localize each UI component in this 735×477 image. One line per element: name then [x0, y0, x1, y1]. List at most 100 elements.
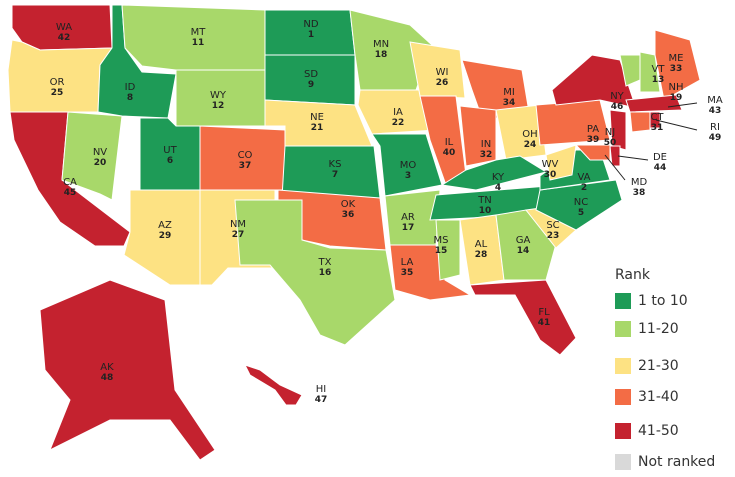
state-shape [435, 219, 461, 281]
legend-label: Not ranked [638, 454, 715, 470]
legend-label: 21-30 [638, 358, 679, 374]
state-rank: 29 [159, 231, 172, 241]
state-rank: 50 [604, 138, 617, 148]
legend-swatch [615, 321, 631, 337]
state-shape [609, 145, 621, 167]
state-rank: 8 [127, 93, 133, 103]
state-abbr: IL [445, 137, 454, 148]
legend-swatch [615, 454, 631, 470]
state-abbr: PA [587, 124, 599, 135]
state-shape [234, 199, 396, 346]
state-rank: 6 [167, 156, 173, 166]
legend-swatch [615, 358, 631, 374]
state-rank: 27 [232, 230, 245, 240]
state-rank: 5 [578, 208, 584, 218]
state-abbr: NE [310, 112, 324, 123]
state-abbr: DE [653, 152, 667, 163]
state-shape [61, 111, 123, 201]
state-abbr: CT [650, 112, 664, 123]
state-abbr: TN [477, 195, 492, 206]
state-rank: 12 [212, 101, 225, 111]
state-rank: 24 [524, 140, 537, 150]
state-abbr: RI [710, 122, 720, 133]
state-shape [574, 144, 611, 161]
state-shape [7, 39, 113, 113]
state-shape [535, 179, 623, 231]
state-abbr: KS [329, 159, 342, 170]
state-shape [649, 111, 661, 129]
legend-swatch [615, 293, 631, 309]
state-rank: 21 [311, 123, 324, 133]
legend-label: 11-20 [638, 321, 679, 337]
state-rank: 32 [480, 150, 493, 160]
state-rank: 11 [192, 38, 205, 48]
state-shape [389, 244, 472, 301]
legend-label: 31-40 [638, 389, 679, 405]
leader-line [655, 119, 698, 131]
state-abbr: ME [669, 53, 684, 64]
state-abbr: IN [481, 139, 491, 150]
state-rank: 42 [58, 33, 71, 43]
state-shape [371, 133, 443, 197]
state-rank: 19 [670, 93, 683, 103]
state-labels: WA42OR25CA45NV20ID8MT11WY12UT6AZ29CO37NM… [50, 19, 723, 405]
state-rank: 44 [654, 163, 667, 173]
state-abbr: KY [492, 172, 505, 183]
state-abbr: OH [522, 129, 537, 140]
state-shape [654, 29, 701, 101]
state-rank: 40 [443, 148, 456, 158]
state-abbr: AR [401, 212, 415, 223]
state-rank: 16 [319, 268, 332, 278]
state-shape [625, 94, 683, 113]
leader-line [604, 154, 626, 181]
state-abbr: NM [230, 219, 246, 230]
state-rank: 30 [544, 170, 557, 180]
state-rank: 4 [495, 183, 501, 193]
state-rank: 23 [547, 231, 560, 241]
leader-line [667, 102, 698, 108]
state-abbr: TX [318, 257, 332, 268]
state-rank: 1 [308, 30, 314, 40]
state-shape [639, 51, 661, 93]
state-rank: 13 [652, 75, 665, 85]
state-abbr: NJ [605, 127, 615, 138]
state-abbr: FL [538, 307, 550, 318]
state-rank: 14 [517, 246, 530, 256]
state-abbr: ND [303, 19, 318, 30]
state-rank: 41 [538, 318, 551, 328]
state-rank: 33 [670, 64, 683, 74]
state-rank: 36 [342, 210, 355, 220]
state-abbr: AK [100, 362, 114, 373]
state-shape [39, 279, 216, 461]
legend-label: 1 to 10 [638, 293, 688, 309]
state-abbr: MA [707, 95, 723, 106]
state-rank: 35 [401, 268, 414, 278]
state-abbr: NH [669, 82, 684, 93]
state-rank: 34 [503, 98, 516, 108]
state-shape [357, 89, 437, 135]
state-abbr: UT [163, 145, 177, 156]
state-rank: 10 [479, 206, 492, 216]
state-shape [409, 41, 466, 99]
state-rank: 22 [392, 118, 405, 128]
state-abbr: WA [56, 22, 72, 33]
state-abbr: SC [546, 220, 559, 231]
state-abbr: MI [503, 87, 515, 98]
state-rank: 39 [587, 135, 600, 145]
state-abbr: ID [125, 82, 136, 93]
state-shape [469, 279, 577, 356]
state-rank: 18 [375, 50, 388, 60]
legend-label: 41-50 [638, 423, 679, 439]
state-abbr: WI [436, 67, 449, 78]
state-shape [609, 109, 627, 151]
state-abbr: MN [373, 39, 389, 50]
state-abbr: NV [93, 147, 107, 158]
legend-swatch [615, 389, 631, 405]
state-abbr: WY [210, 90, 227, 101]
state-rank: 31 [651, 123, 664, 133]
state-abbr: GA [516, 235, 531, 246]
state-rank: 46 [611, 102, 624, 112]
state-abbr: MS [434, 235, 449, 246]
state-abbr: NC [574, 197, 588, 208]
